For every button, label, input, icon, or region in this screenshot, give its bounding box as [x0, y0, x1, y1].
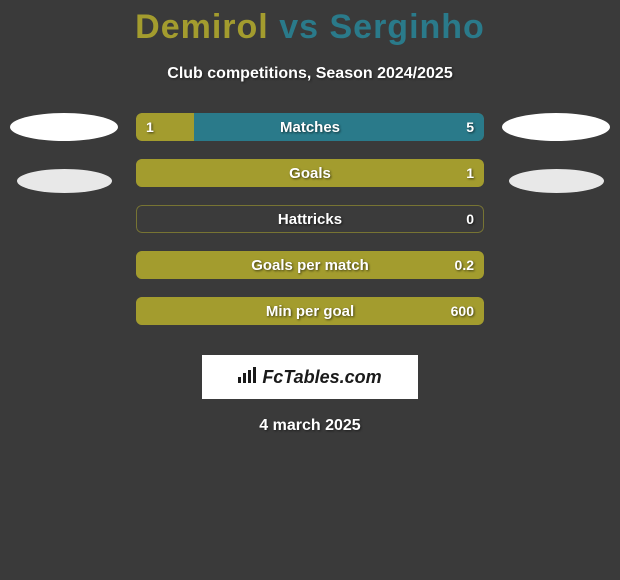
content-area: Matches15Goals1Hattricks0Goals per match… [0, 113, 620, 343]
player1-badge-placeholder-2 [17, 169, 112, 193]
stat-bar: Goals per match0.2 [136, 251, 484, 279]
bar-value-right: 600 [451, 297, 474, 325]
bar-value-right: 5 [466, 113, 474, 141]
bar-value-right: 0.2 [455, 251, 474, 279]
subtitle: Club competitions, Season 2024/2025 [0, 65, 620, 83]
player2-badge-placeholder [502, 113, 610, 141]
stat-bar: Goals1 [136, 159, 484, 187]
logo-box: FcTables.com [202, 355, 418, 399]
bar-value-left: 1 [146, 113, 154, 141]
right-placeholder-col [496, 113, 616, 343]
bar-label: Goals per match [136, 251, 484, 279]
player2-name: Serginho [329, 8, 484, 46]
player2-badge-placeholder-2 [509, 169, 604, 193]
stat-bar: Matches1 5 [136, 113, 484, 141]
left-placeholder-col [4, 113, 124, 343]
bar-value-right: 0 [466, 205, 474, 233]
player1-name: Demirol [135, 8, 269, 46]
player1-badge-placeholder [10, 113, 118, 141]
bar-value-right: 1 [466, 159, 474, 187]
bar-label: Matches [136, 113, 484, 141]
bar-label: Hattricks [136, 205, 484, 233]
logo-text: FcTables.com [238, 367, 381, 388]
bar-label: Min per goal [136, 297, 484, 325]
date-text: 4 march 2025 [0, 417, 620, 435]
chart-icon [238, 367, 258, 388]
vs-text: vs [279, 8, 319, 46]
stats-bars: Matches15Goals1Hattricks0Goals per match… [124, 113, 496, 343]
logo-label: FcTables.com [262, 367, 381, 388]
stat-bar: Min per goal600 [136, 297, 484, 325]
stat-bar: Hattricks0 [136, 205, 484, 233]
comparison-title: Demirol vs Serginho [0, 0, 620, 47]
bar-label: Goals [136, 159, 484, 187]
